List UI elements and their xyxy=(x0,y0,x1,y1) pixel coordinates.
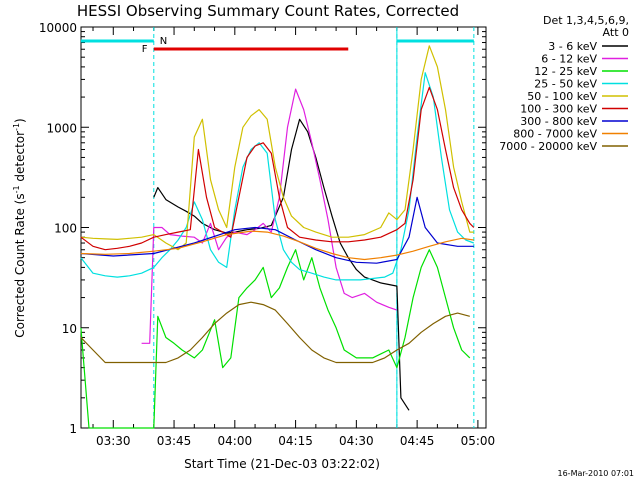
legend-label-1: 3 - 6 keV xyxy=(548,40,597,53)
legend-label-9: 7000 - 20000 keV xyxy=(499,140,597,153)
legend-label-2: 6 - 12 keV xyxy=(541,53,597,66)
saa-label: N xyxy=(160,36,167,47)
y-tick-label: 1 xyxy=(69,422,77,436)
legend-label-7: 300 - 800 keV xyxy=(520,115,597,128)
series-line-3 xyxy=(80,249,471,429)
legend-label-5: 50 - 100 keV xyxy=(527,90,597,103)
series-line-1 xyxy=(153,118,410,411)
legend-label-4: 25 - 50 keV xyxy=(534,78,597,91)
y-tick-label: 10000 xyxy=(39,21,77,35)
legend-header-line-1: Det 1,3,4,5,6,9, xyxy=(543,14,629,27)
footer-date: 16-Mar-2010 07:01 xyxy=(558,469,635,478)
legend-label-3: 12 - 25 keV xyxy=(534,65,597,78)
x-tick-label: 04:45 xyxy=(400,434,435,448)
y-tick-label: 1000 xyxy=(46,121,77,135)
x-tick-label: 04:15 xyxy=(278,434,313,448)
series-line-6 xyxy=(80,86,475,251)
series-line-4 xyxy=(80,72,475,281)
x-tick-label: 04:30 xyxy=(339,434,374,448)
legend-label-6: 100 - 300 keV xyxy=(520,103,597,116)
chart-title: HESSI Observing Summary Count Rates, Cor… xyxy=(77,2,459,20)
x-tick-label: 05:00 xyxy=(461,434,496,448)
flare-label: F xyxy=(142,44,148,55)
series-line-8 xyxy=(80,230,474,261)
series-line-5 xyxy=(80,45,474,251)
y-tick-label: 100 xyxy=(54,222,77,236)
x-axis-label: Start Time (21-Dec-03 03:22:02) xyxy=(184,457,380,471)
x-tick-label: 03:30 xyxy=(96,434,131,448)
x-tick-label: 03:45 xyxy=(157,434,192,448)
series-line-2 xyxy=(141,88,398,344)
series-line-9 xyxy=(80,301,470,364)
series-line-7 xyxy=(80,196,474,264)
legend-label-8: 800 - 7000 keV xyxy=(513,128,597,141)
y-axis-label: Corrected Count Rate (s-1 detector-1) xyxy=(12,118,27,337)
x-tick-label: 04:00 xyxy=(218,434,253,448)
y-tick-label: 10 xyxy=(62,322,77,336)
legend-header-line-2: Att 0 xyxy=(603,26,629,39)
